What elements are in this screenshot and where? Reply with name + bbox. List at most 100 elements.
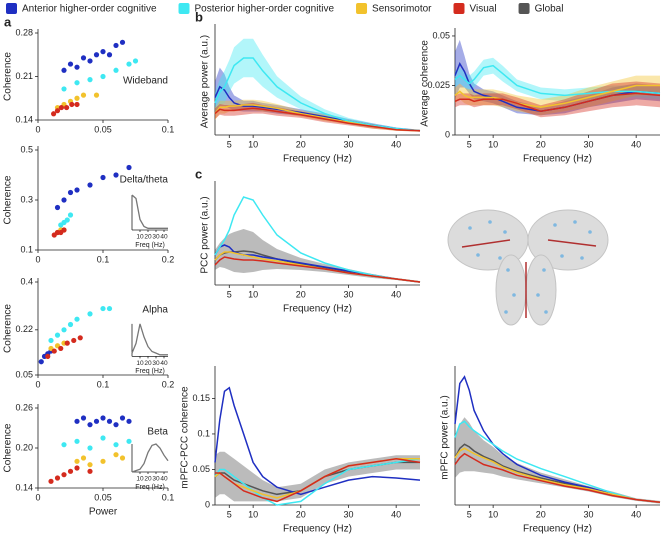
point [113,442,119,448]
point [119,415,126,421]
series-line [215,458,421,503]
y-tick-label: 0.26 [15,402,33,412]
legend-swatch [518,3,530,14]
point [100,174,106,181]
y-axis-label: Coherence [3,423,14,472]
x-axis-label: Frequency (Hz) [523,524,592,535]
legend-label: Posterior higher-order cognitive [195,4,335,15]
point [64,217,70,223]
brain-top-left [495,254,527,326]
point [126,418,132,424]
x-tick-label: 40 [391,289,401,299]
point [113,452,119,458]
y-axis-label: Coherence [3,175,14,224]
legend-label: Anterior higher-order cognitive [22,4,157,15]
x-tick-label: 0.1 [162,124,175,134]
x-tick-label: 0.1 [97,254,110,264]
point [74,64,80,70]
x-tick-label: 40 [631,139,641,149]
point [93,418,100,424]
point [100,49,106,55]
point [61,67,67,73]
point [80,92,87,98]
point [126,438,132,444]
x-tick-label: 0.05 [94,124,112,134]
point [77,335,83,341]
error-band [455,417,660,504]
panel-label: a [4,14,12,29]
point [93,52,100,58]
inset-tick-label: 40 [160,476,168,483]
inset-tick-label: 30 [152,360,160,367]
point [54,332,61,338]
x-tick-label: 20 [296,139,306,149]
inset-tick-label: 10 [136,360,144,367]
inset-tick-label: 10 [136,234,144,241]
point [74,418,80,424]
point [106,305,113,312]
point [113,42,119,49]
x-tick-label: 0 [35,254,40,264]
x-tick-label: 0.2 [162,379,175,389]
series-line [454,452,661,504]
y-tick-label: 0 [205,499,210,509]
inset-x-label: Freq (Hz) [135,368,165,375]
point [64,340,70,346]
error-band [215,451,420,502]
series-line [454,420,661,504]
series-line [214,57,421,132]
inset-x-label: Freq (Hz) [135,242,165,249]
point [48,478,54,484]
inset-tick-label: 40 [160,234,168,241]
x-tick-label: 30 [343,509,353,519]
point [51,111,57,117]
point [80,415,87,421]
point [67,189,74,196]
y-tick-label: 0.22 [15,324,33,334]
x-tick-label: 5 [467,139,472,149]
point [87,462,93,468]
point [54,108,61,114]
error-band [215,229,420,283]
point [48,337,54,344]
point [100,305,106,312]
inset-tick-label: 20 [144,476,152,483]
series-line [454,92,661,112]
series-line [454,64,661,97]
point [61,227,67,233]
inset-line [131,323,168,356]
x-axis-label: Power [89,507,118,518]
error-band [455,81,660,118]
legend-label: Global [535,4,564,15]
x-tick-label: 5 [227,509,232,519]
chart-title: Delta/theta [120,175,169,186]
x-tick-label: 40 [631,509,641,519]
point [87,468,93,474]
chart-title: Beta [147,427,168,438]
point [74,101,80,108]
y-axis-label: Average coherence [420,40,431,127]
x-tick-label: 0.2 [162,254,175,264]
x-tick-label: 30 [583,139,593,149]
point [74,95,80,101]
connection [461,239,511,248]
series-line [214,386,421,496]
x-axis-label: Frequency (Hz) [283,154,352,165]
error-band [455,57,660,102]
inset-tick-label: 10 [136,476,144,483]
y-tick-label: 0.4 [20,276,33,286]
x-tick-label: 30 [583,509,593,519]
series-line [454,447,661,504]
point [87,182,93,188]
y-axis-label: Coherence [3,304,14,353]
point [132,58,139,64]
x-tick-label: 0 [35,492,40,502]
point [67,212,74,218]
y-axis-label: Coherence [3,52,14,101]
x-tick-label: 20 [296,289,306,299]
point [87,445,93,451]
series-line [214,107,421,132]
x-tick-label: 5 [227,139,232,149]
inset-tick-label: 30 [152,234,160,241]
